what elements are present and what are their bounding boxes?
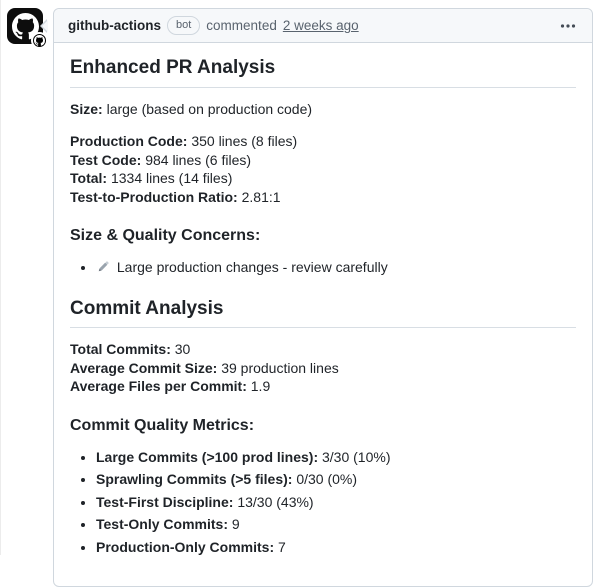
comment-action-text: commented: [206, 18, 277, 33]
github-octocat-badge-icon: [31, 32, 48, 49]
stat-average-commit-size: Average Commit Size: 39 production lines: [70, 359, 339, 376]
metric-test-first-discipline: Test-First Discipline: 13/30 (43%): [96, 493, 576, 511]
pr-stats-block: Production Code: 350 lines (8 files) Tes…: [70, 132, 576, 206]
comment-timestamp-link[interactable]: 2 weeks ago: [282, 18, 359, 33]
pencil-icon: [98, 261, 109, 272]
concern-text: Large production changes - review carefu…: [116, 259, 388, 276]
kebab-menu-button[interactable]: [552, 14, 584, 38]
stat-ratio: Test-to-Production Ratio: 2.81:1: [70, 188, 281, 205]
concern-item: Large production changes - review carefu…: [96, 258, 576, 276]
size-line: Size: large (based on production code): [70, 100, 576, 118]
metric-production-only-commits: Production-Only Commits: 7: [96, 538, 576, 556]
avatar[interactable]: [7, 8, 48, 49]
comment-author[interactable]: github-actions: [68, 18, 161, 33]
metric-sprawling-commits: Sprawling Commits (>5 files): 0/30 (0%): [96, 470, 576, 488]
comment-body: Enhanced PR Analysis Size: large (based …: [54, 43, 592, 586]
metric-large-commits: Large Commits (>100 prod lines): 3/30 (1…: [96, 448, 576, 466]
bot-badge: bot: [167, 16, 201, 35]
section-title-enhanced-pr-analysis: Enhanced PR Analysis: [70, 56, 576, 88]
section-title-commit-analysis: Commit Analysis: [70, 297, 576, 329]
comment-header: github-actions bot commented 2 weeks ago: [40, 9, 592, 43]
stat-production-code: Production Code: 350 lines (8 files): [70, 133, 298, 150]
section-title-size-quality-concerns: Size & Quality Concerns:: [70, 227, 261, 245]
size-label: Size:: [70, 100, 103, 117]
concerns-list: Large production changes - review carefu…: [70, 258, 576, 276]
metric-test-only-commits: Test-Only Commits: 9: [96, 515, 576, 533]
stat-total-commits: Total Commits: 30: [70, 341, 191, 358]
section-title-commit-quality-metrics: Commit Quality Metrics:: [70, 416, 255, 434]
quality-metrics-list: Large Commits (>100 prod lines): 3/30 (1…: [70, 448, 576, 556]
stat-test-code: Test Code: 984 lines (6 files): [70, 151, 252, 168]
kebab-horizontal-icon: [560, 23, 576, 28]
github-octocat-icon: [11, 12, 39, 39]
stat-total: Total: 1334 lines (14 files): [70, 170, 233, 187]
stat-average-files-per-commit: Average Files per Commit: 1.9: [70, 378, 271, 395]
commit-stats-block: Total Commits: 30 Average Commit Size: 3…: [70, 340, 576, 395]
comment: github-actions bot commented 2 weeks ago…: [40, 8, 593, 587]
size-value: large (based on production code): [106, 100, 313, 117]
